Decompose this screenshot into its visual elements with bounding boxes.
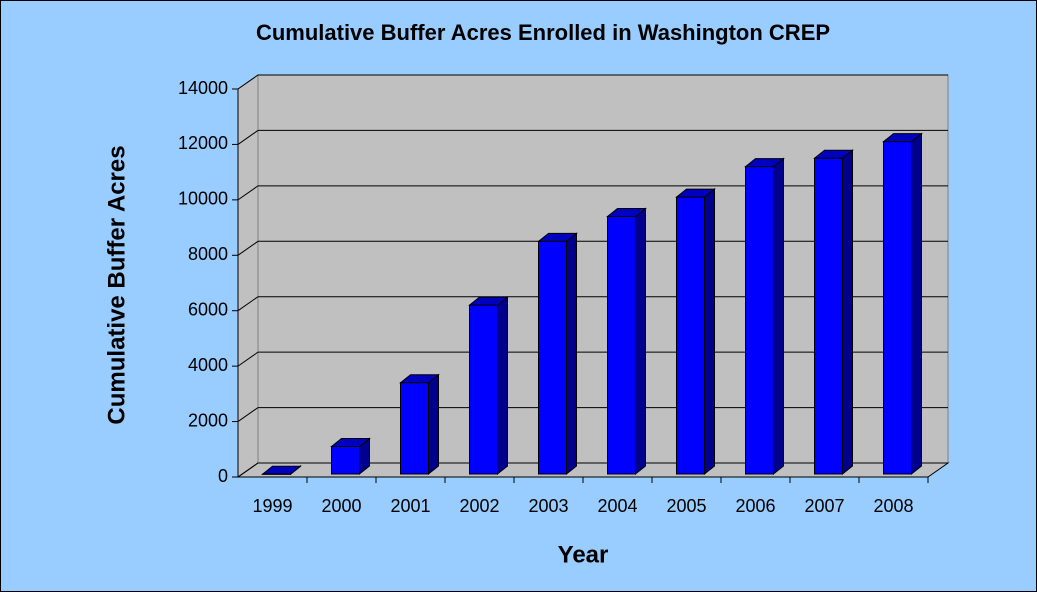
bar-front: [538, 240, 567, 475]
x-tick-label: 2001: [390, 496, 430, 516]
bar: [882, 132, 923, 476]
x-tick-label: 2003: [528, 496, 568, 516]
y-tick-label: 6000: [188, 299, 228, 319]
x-axis-title: Year: [558, 541, 609, 568]
grid-line: [237, 351, 948, 367]
y-tick-label: 10000: [178, 189, 228, 209]
x-tick-label: 2007: [804, 496, 844, 516]
x-tick-label: 2006: [735, 496, 775, 516]
x-tick-label: 1999: [252, 496, 292, 516]
bar-front: [607, 215, 636, 475]
bar: [261, 464, 302, 476]
x-tick-label: 2005: [666, 496, 706, 516]
y-tick-label: 14000: [178, 78, 228, 98]
x-tick-label: 2004: [597, 496, 637, 516]
y-axis-title: Cumulative Buffer Acres: [103, 145, 130, 424]
bar-side: [497, 296, 508, 476]
grid-line: [237, 462, 948, 478]
chart-title: Cumulative Buffer Acres Enrolled in Wash…: [256, 20, 830, 45]
bar: [468, 296, 509, 476]
bar-side: [773, 157, 784, 476]
bar-side: [842, 149, 853, 476]
bar-front: [883, 141, 912, 475]
y-tick-label: 4000: [188, 355, 228, 375]
side-wall: [237, 74, 259, 478]
bar-front: [814, 157, 843, 475]
bar: [399, 373, 440, 476]
bar: [675, 188, 716, 476]
bar-side: [635, 207, 646, 476]
x-tick-label: 2000: [321, 496, 361, 516]
bar-front: [745, 166, 774, 475]
bar-side: [428, 373, 439, 476]
bar-front: [676, 196, 705, 475]
bar: [606, 207, 647, 476]
bar: [813, 149, 854, 476]
bar-side: [566, 232, 577, 476]
y-tick-label: 8000: [188, 244, 228, 264]
bar-side: [704, 188, 715, 476]
grid-line: [237, 74, 948, 90]
grid-line: [237, 296, 948, 312]
grid-line: [237, 129, 948, 145]
grid-line: [237, 240, 948, 256]
grid-line: [237, 185, 948, 201]
bar: [330, 437, 371, 476]
y-tick-label: 0: [218, 466, 228, 486]
y-tick-label: 12000: [178, 133, 228, 153]
y-tick-label: 2000: [188, 410, 228, 430]
x-tick-label: 2002: [459, 496, 499, 516]
bar: [744, 157, 785, 476]
bar-front: [400, 382, 429, 475]
x-tick-label: 2008: [873, 496, 913, 516]
grid-line: [237, 407, 948, 422]
bar-front: [469, 304, 498, 475]
bar: [537, 232, 578, 476]
bar-side: [911, 132, 922, 476]
bar-front: [331, 446, 360, 475]
